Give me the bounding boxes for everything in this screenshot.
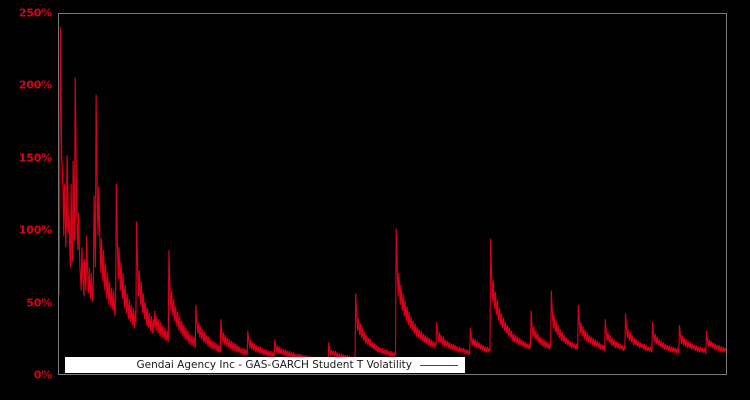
- y-tick-label: 50%: [26, 296, 52, 310]
- y-tick-label: 0%: [33, 368, 52, 382]
- y-tick-label: 250%: [18, 6, 52, 20]
- series-line-gas-garch-student-t-volatility: [59, 14, 726, 374]
- y-tick-label: 150%: [18, 151, 52, 165]
- y-tick-label: 200%: [18, 78, 52, 92]
- legend[interactable]: Gendai Agency Inc - GAS-GARCH Student T …: [65, 357, 465, 373]
- plot-area: [58, 13, 727, 375]
- legend-label: Gendai Agency Inc - GAS-GARCH Student T …: [136, 358, 412, 371]
- series-polyline: [59, 27, 726, 363]
- y-axis: 0% 50% 100% 150% 200% 250%: [0, 0, 56, 400]
- y-tick-label: 100%: [18, 223, 52, 237]
- series-line-swatch: [420, 364, 458, 366]
